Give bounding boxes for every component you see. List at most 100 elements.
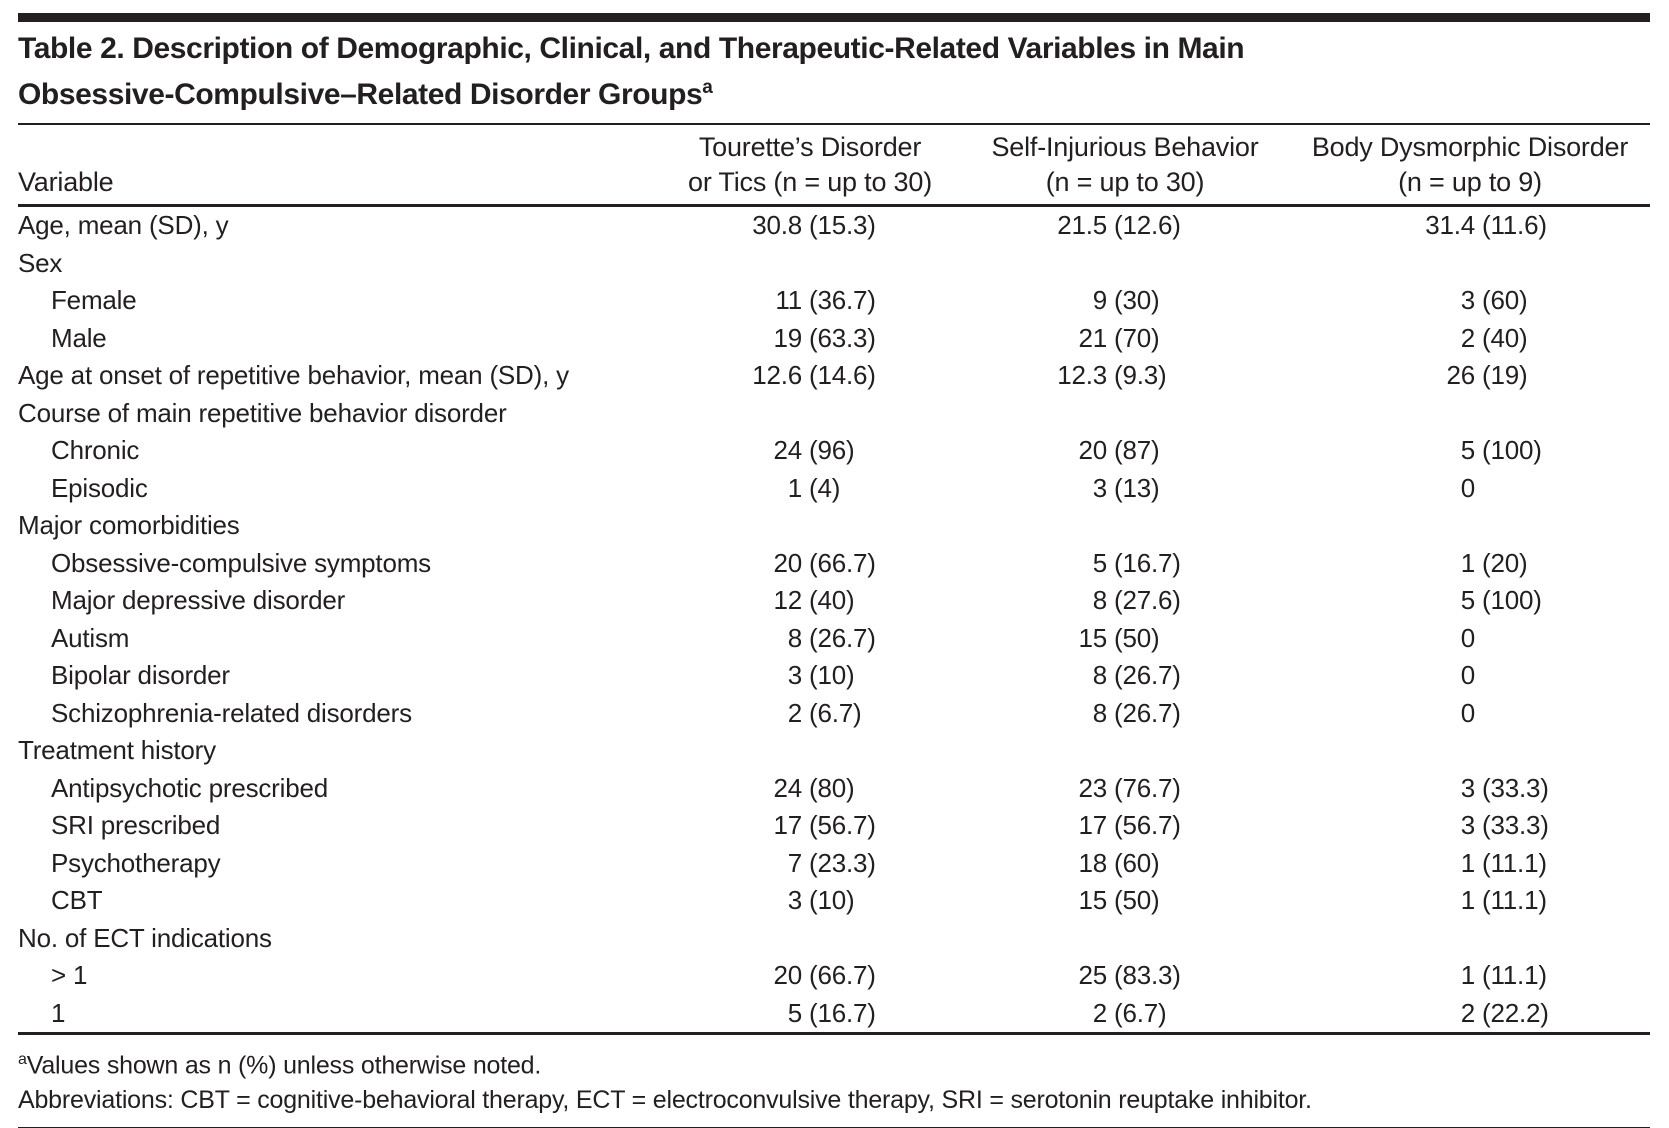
row-label: 1 bbox=[51, 997, 66, 1028]
table-row: Female 11 (36.7) 9 (30) 3 (60) bbox=[18, 282, 1650, 320]
table-row: No. of ECT indications bbox=[18, 920, 1650, 958]
row-value-tourettes: 1 (4) bbox=[787, 472, 841, 503]
row-value-body-dysmorphic: 0 bbox=[1460, 697, 1475, 728]
table-row: Major comorbidities bbox=[18, 507, 1650, 545]
table-row: Chronic 24 (96) 20 (87) 5 (100) bbox=[18, 432, 1650, 470]
row-value-tourettes: 20 (66.7) bbox=[773, 547, 876, 578]
row-label: CBT bbox=[51, 885, 103, 916]
table-row: Psychotherapy 7 (23.3) 18 (60) 1 (11.1) bbox=[18, 845, 1650, 883]
table-row: > 1 20 (66.7) 25 (83.3) 1 (11.1) bbox=[18, 957, 1650, 995]
row-label: Sex bbox=[18, 247, 63, 278]
table-row: Sex bbox=[18, 245, 1650, 283]
column-header-tourettes: Tourette’s Disorder or Tics (n = up to 3… bbox=[688, 132, 932, 197]
column-header-variable: Variable bbox=[18, 167, 114, 197]
table-footnotes: aValues shown as n (%) unless otherwise … bbox=[18, 1035, 1650, 1127]
row-value-body-dysmorphic: 1 (11.1) bbox=[1460, 847, 1547, 878]
row-value-body-dysmorphic: 2 (40) bbox=[1460, 322, 1528, 353]
row-label: Bipolar disorder bbox=[51, 660, 230, 691]
table-row: Antipsychotic prescribed 24 (80) 23 (76.7)… bbox=[18, 770, 1650, 808]
table-row: Male 19 (63.3) 21 (70) 2 (40) bbox=[18, 320, 1650, 358]
row-value-tourettes: 2 (6.7) bbox=[787, 697, 862, 728]
table-row: Schizophrenia-related disorders 2 (6.7) 8… bbox=[18, 695, 1650, 733]
row-label: Obsessive-compulsive symptoms bbox=[51, 547, 431, 578]
row-value-tourettes: 30.8 (15.3) bbox=[752, 210, 876, 241]
row-value-self-injurious: 20 (87) bbox=[1078, 435, 1160, 466]
table-row: Course of main repetitive behavior disor… bbox=[18, 395, 1650, 433]
footnote-abbreviations: Abbreviations: CBT = cognitive-behaviora… bbox=[18, 1086, 1312, 1115]
row-value-body-dysmorphic: 0 bbox=[1460, 660, 1475, 691]
row-value-tourettes: 17 (56.7) bbox=[773, 810, 876, 841]
row-value-self-injurious: 8 (26.7) bbox=[1092, 660, 1181, 691]
row-value-self-injurious: 25 (83.3) bbox=[1078, 960, 1181, 991]
row-value-self-injurious: 5 (16.7) bbox=[1092, 547, 1181, 578]
row-label: Treatment history bbox=[18, 735, 216, 766]
table-row: CBT 3 (10) 15 (50) 1 (11.1) bbox=[18, 882, 1650, 920]
row-value-body-dysmorphic: 31.4 (11.6) bbox=[1425, 210, 1547, 241]
row-value-self-injurious: 18 (60) bbox=[1078, 847, 1160, 878]
table-row: Age at onset of repetitive behavior, mea… bbox=[18, 357, 1650, 395]
table-2: Table 2. Description of Demographic, Cli… bbox=[18, 13, 1650, 1128]
footnote-marker: a bbox=[18, 1051, 27, 1068]
row-value-tourettes: 20 (66.7) bbox=[773, 960, 876, 991]
title-footnote-marker: a bbox=[702, 77, 713, 98]
row-value-body-dysmorphic: 2 (22.2) bbox=[1460, 997, 1549, 1028]
row-value-tourettes: 24 (96) bbox=[773, 435, 855, 466]
row-value-body-dysmorphic: 0 bbox=[1460, 472, 1475, 503]
row-value-self-injurious: 15 (50) bbox=[1078, 885, 1160, 916]
row-label: Age, mean (SD), y bbox=[18, 210, 229, 241]
row-value-self-injurious: 21.5 (12.6) bbox=[1057, 210, 1181, 241]
row-value-self-injurious: 9 (30) bbox=[1092, 285, 1160, 316]
row-value-tourettes: 24 (80) bbox=[773, 772, 855, 803]
row-label: Chronic bbox=[51, 435, 140, 466]
row-value-tourettes: 19 (63.3) bbox=[773, 322, 876, 353]
row-label: Major depressive disorder bbox=[51, 585, 346, 616]
row-label: Age at onset of repetitive behavior, mea… bbox=[18, 360, 569, 391]
footnote-values-note: aValues shown as n (%) unless otherwise … bbox=[18, 1051, 542, 1080]
table-row: Episodic 1 (4) 3 (13) 0 bbox=[18, 470, 1650, 508]
column-header-body-dysmorphic: Body Dysmorphic Disorder (n = up to 9) bbox=[1311, 132, 1629, 197]
row-value-body-dysmorphic: 1 (20) bbox=[1460, 547, 1528, 578]
row-value-self-injurious: 8 (26.7) bbox=[1092, 697, 1181, 728]
table-row: SRI prescribed 17 (56.7) 17 (56.7) 3 (33.3) bbox=[18, 807, 1650, 845]
table-title-line2: Obsessive-Compulsive–Related Disorder Gr… bbox=[18, 77, 713, 111]
table-body: Age, mean (SD), y 30.8 (15.3) 21.5 (12.6) … bbox=[18, 207, 1650, 1032]
row-value-body-dysmorphic: 1 (11.1) bbox=[1460, 960, 1547, 991]
row-value-body-dysmorphic: 5 (100) bbox=[1460, 585, 1542, 616]
column-header-self-injurious: Self-Injurious Behavior (n = up to 30) bbox=[991, 132, 1259, 197]
row-value-tourettes: 12 (40) bbox=[773, 585, 855, 616]
row-label: Male bbox=[51, 322, 107, 353]
table-row: 1 5 (16.7) 2 (6.7) 2 (22.2) bbox=[18, 995, 1650, 1033]
row-value-self-injurious: 2 (6.7) bbox=[1092, 997, 1167, 1028]
row-value-tourettes: 11 (36.7) bbox=[775, 285, 876, 316]
row-label: No. of ECT indications bbox=[18, 922, 272, 953]
row-value-body-dysmorphic: 3 (60) bbox=[1460, 285, 1528, 316]
body-divider-rule bbox=[18, 1032, 1650, 1035]
row-label: Course of main repetitive behavior disor… bbox=[18, 397, 507, 428]
row-value-body-dysmorphic: 3 (33.3) bbox=[1460, 810, 1549, 841]
row-value-self-injurious: 12.3 (9.3) bbox=[1057, 360, 1167, 391]
row-label: Antipsychotic prescribed bbox=[51, 772, 328, 803]
table-row: Bipolar disorder 3 (10) 8 (26.7) 0 bbox=[18, 657, 1650, 695]
row-value-body-dysmorphic: 1 (11.1) bbox=[1460, 885, 1547, 916]
row-label: Major comorbidities bbox=[18, 510, 240, 541]
title-divider-rule bbox=[18, 123, 1650, 125]
row-label: Schizophrenia-related disorders bbox=[51, 697, 412, 728]
table-top-bar bbox=[18, 13, 1650, 22]
row-value-self-injurious: 21 (70) bbox=[1078, 322, 1160, 353]
table-row: Treatment history bbox=[18, 732, 1650, 770]
row-value-tourettes: 3 (10) bbox=[787, 885, 855, 916]
table-row: Age, mean (SD), y 30.8 (15.3) 21.5 (12.6) … bbox=[18, 207, 1650, 245]
row-value-tourettes: 7 (23.3) bbox=[787, 847, 876, 878]
table-header-row: Variable Tourette’s Disorder or Tics (n … bbox=[18, 125, 1650, 204]
table-title: Table 2. Description of Demographic, Cli… bbox=[18, 22, 1650, 123]
row-value-self-injurious: 23 (76.7) bbox=[1078, 772, 1181, 803]
row-label: Autism bbox=[51, 622, 130, 653]
row-value-body-dysmorphic: 5 (100) bbox=[1460, 435, 1542, 466]
row-value-tourettes: 12.6 (14.6) bbox=[752, 360, 876, 391]
row-value-body-dysmorphic: 3 (33.3) bbox=[1460, 772, 1549, 803]
header-divider-rule bbox=[18, 204, 1650, 207]
table-row: Autism 8 (26.7) 15 (50) 0 bbox=[18, 620, 1650, 658]
row-label: > 1 bbox=[51, 960, 88, 991]
row-label: Female bbox=[51, 285, 137, 316]
